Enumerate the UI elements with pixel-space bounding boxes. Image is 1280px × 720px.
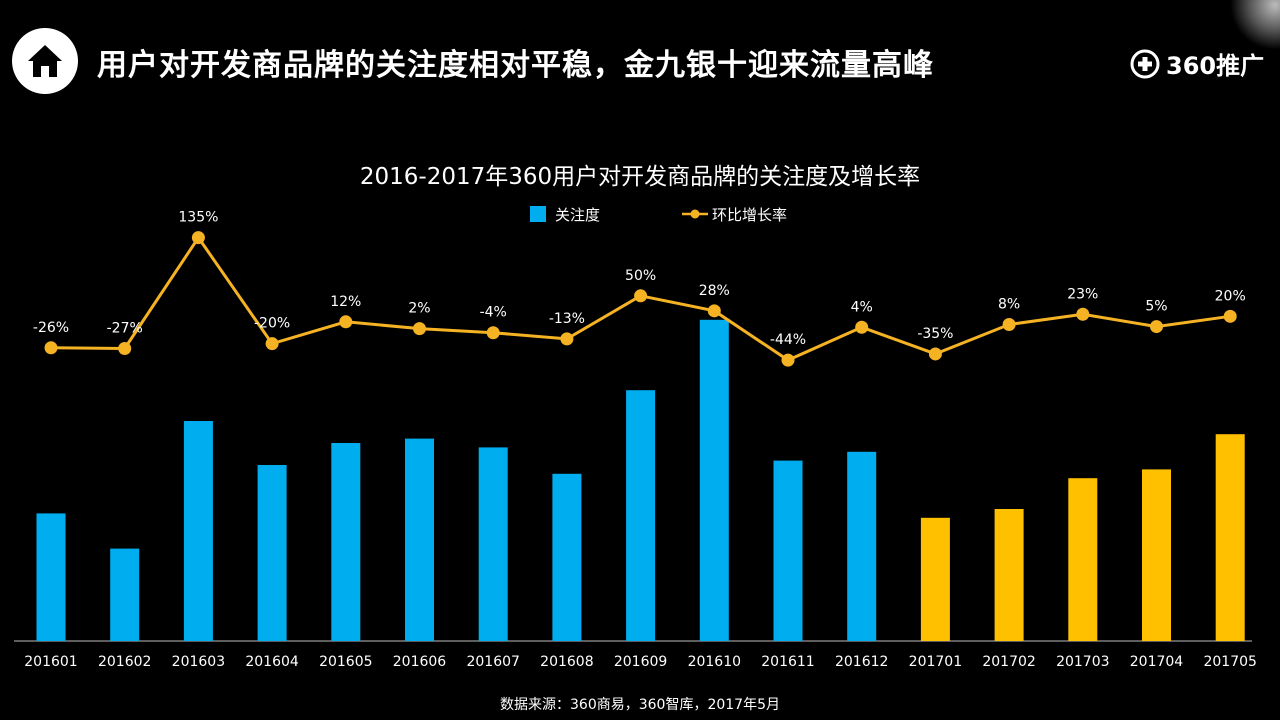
bar-201704 — [1142, 469, 1171, 641]
bar-201602 — [110, 548, 140, 641]
growth-point-201705 — [1223, 309, 1237, 323]
growth-data-label: 23% — [1067, 286, 1098, 302]
growth-point-201607 — [486, 326, 500, 340]
growth-point-201702 — [1002, 318, 1016, 332]
growth-point-201605 — [339, 315, 353, 329]
growth-data-label: 135% — [178, 210, 218, 226]
logo: 360推广 — [1130, 46, 1264, 81]
x-tick-label: 201603 — [172, 654, 225, 670]
growth-point-201610 — [707, 304, 721, 318]
bar-201612 — [847, 451, 877, 641]
growth-point-201703 — [1076, 307, 1090, 321]
growth-data-label: -13% — [549, 311, 585, 327]
x-tick-label: 201701 — [909, 654, 962, 670]
growth-data-label: -44% — [770, 332, 806, 348]
slide-title: 用户对开发商品牌的关注度相对平稳，金九银十迎来流量高峰 — [97, 48, 934, 83]
growth-point-201704 — [1150, 320, 1163, 334]
x-tick-label: 201605 — [319, 654, 372, 670]
growth-point-201701 — [928, 347, 942, 361]
growth-point-201603 — [191, 231, 205, 245]
logo-text: 360推广 — [1166, 52, 1265, 80]
growth-point-201611 — [781, 353, 795, 367]
growth-data-label: 5% — [1145, 299, 1167, 315]
data-source: 数据来源：360商易，360智库，2017年5月 — [500, 697, 780, 713]
bar-201701 — [920, 517, 950, 641]
bar-201605 — [331, 443, 361, 641]
legend-line-label: 环比增长率 — [712, 206, 787, 224]
growth-point-201606 — [413, 322, 426, 336]
x-tick-label: 201609 — [614, 654, 667, 670]
bar-201702 — [994, 509, 1024, 641]
growth-data-label: -4% — [480, 305, 507, 321]
growth-point-201609 — [634, 289, 648, 303]
home-icon[interactable] — [12, 28, 78, 94]
growth-data-label: 2% — [408, 301, 430, 317]
x-tick-label: 201610 — [688, 654, 741, 670]
bar-201608 — [552, 473, 582, 641]
chart-title: 2016-2017年360用户对开发商品牌的关注度及增长率 — [360, 164, 920, 190]
x-tick-label: 201612 — [835, 654, 888, 670]
growth-data-label: 12% — [330, 294, 361, 310]
plus-circle-icon — [1130, 49, 1160, 78]
x-tick-label: 201607 — [466, 654, 519, 670]
bar-201607 — [478, 447, 508, 641]
bar-201610 — [699, 319, 729, 641]
growth-data-label: -26% — [33, 320, 69, 336]
x-tick-label: 201604 — [245, 654, 299, 670]
bar-201703 — [1068, 478, 1098, 641]
growth-data-label: -35% — [917, 326, 953, 342]
x-tick-label: 201601 — [24, 654, 77, 670]
bar-201604 — [257, 465, 287, 641]
legend-bar-swatch — [530, 206, 546, 222]
growth-data-label: -20% — [254, 316, 290, 332]
growth-point-201608 — [560, 332, 574, 346]
growth-data-label: 50% — [625, 268, 656, 284]
bar-201609 — [626, 390, 656, 641]
legend-bar-label: 关注度 — [555, 206, 600, 224]
bar-201601 — [36, 513, 66, 641]
bar-201705 — [1215, 434, 1245, 641]
growth-data-label: 4% — [851, 299, 873, 315]
bar-201611 — [773, 460, 803, 641]
growth-data-label: 28% — [699, 283, 730, 299]
x-tick-label: 201705 — [1203, 654, 1256, 670]
growth-data-label: 8% — [998, 297, 1020, 313]
x-tick-label: 201608 — [540, 654, 593, 670]
x-tick-label: 201703 — [1056, 654, 1109, 670]
x-tick-label: 201602 — [98, 654, 151, 670]
growth-point-201602 — [118, 341, 132, 355]
legend-line-marker — [690, 209, 700, 219]
x-tick-label: 201702 — [982, 654, 1035, 670]
bar-201606 — [405, 438, 434, 641]
bar-201603 — [183, 421, 213, 641]
growth-point-201604 — [265, 337, 279, 351]
growth-data-label: -27% — [107, 320, 143, 336]
x-tick-label: 201704 — [1130, 654, 1184, 670]
growth-data-label: 20% — [1215, 288, 1246, 304]
x-tick-label: 201606 — [393, 654, 447, 670]
growth-point-201612 — [855, 320, 869, 334]
growth-point-201601 — [44, 341, 58, 355]
x-tick-label: 201611 — [761, 654, 814, 670]
